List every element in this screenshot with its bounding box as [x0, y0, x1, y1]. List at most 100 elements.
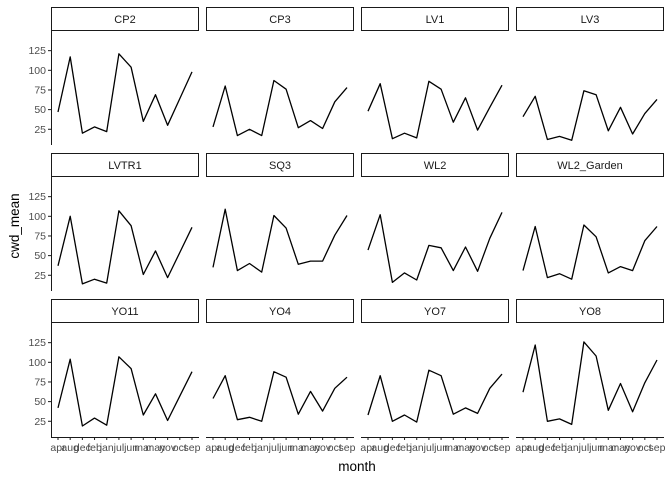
series-line	[522, 224, 658, 280]
y-tick-label: 125	[28, 337, 46, 349]
y-tick-label: 75	[34, 230, 46, 242]
facet-panel: WL2_Garden	[516, 153, 664, 280]
facet-strip	[51, 299, 199, 323]
facet-strip-label: WL2	[424, 160, 447, 172]
x-tick-label: jan	[564, 442, 579, 454]
y-tick-label: 100	[28, 65, 46, 77]
x-tick-label: dec	[74, 442, 91, 454]
x-tick-label: nov	[469, 442, 487, 454]
x-tick-label: aug	[371, 442, 389, 454]
x-tick-label: sep	[494, 442, 511, 454]
series-line	[522, 90, 658, 141]
facet-panel: WL2	[361, 153, 509, 284]
facet-strip	[361, 153, 509, 177]
x-tick-label: apr	[205, 442, 221, 454]
x-tick-label: apr	[50, 442, 66, 454]
facet-strip-label: YO8	[579, 306, 601, 318]
x-tick-label: jun	[433, 442, 448, 454]
y-tick-label: 25	[34, 270, 46, 282]
facet-strip-label: LV1	[426, 14, 445, 26]
y-tick-label: 100	[28, 357, 46, 369]
x-tick-label: jul	[578, 442, 590, 454]
x-tick-label: jun	[123, 442, 138, 454]
facet-panel: CP2 25 50 75 100 125	[28, 7, 199, 145]
x-tick-label: dec	[384, 442, 401, 454]
x-tick-label: mar	[599, 442, 618, 454]
x-axis-title: month	[338, 459, 376, 474]
facet-strip-label: LV3	[581, 14, 600, 26]
x-tick-label: may	[611, 442, 632, 454]
facet-strip-label: CP3	[269, 14, 290, 26]
x-tick-label: feb	[242, 442, 257, 454]
series-line	[212, 79, 348, 137]
facet-strip-label: SQ3	[269, 160, 291, 172]
facet-strip-label: WL2_Garden	[557, 160, 622, 172]
x-tick-label: mar	[444, 442, 463, 454]
series-line	[522, 341, 658, 426]
series-line	[57, 210, 193, 285]
x-tick-label: nov	[314, 442, 332, 454]
y-tick-label: 25	[34, 124, 46, 136]
y-tick-label: 100	[28, 211, 46, 223]
y-axis-title: cwd_mean	[7, 193, 22, 258]
facet-strip	[516, 7, 664, 31]
x-tick-label: may	[456, 442, 477, 454]
y-tick-label: 50	[34, 396, 46, 408]
x-tick-label: apr	[515, 442, 531, 454]
series-line	[57, 53, 193, 134]
series-line	[57, 356, 193, 427]
y-tick-label: 125	[28, 191, 46, 203]
series-line	[367, 212, 503, 284]
x-tick-label: dec	[539, 442, 556, 454]
y-tick-label: 75	[34, 84, 46, 96]
x-tick-label: sep	[339, 442, 356, 454]
x-tick-label: mar	[289, 442, 308, 454]
facet-panel: LVTR1 25 50 75 100 125	[28, 153, 199, 291]
facet-strip-label: LVTR1	[108, 160, 141, 172]
facet-panel: LV3	[516, 7, 664, 141]
facet-panel: SQ3	[206, 153, 354, 273]
series-line	[212, 371, 348, 422]
x-tick-label: oct	[173, 442, 187, 454]
x-tick-label: nov	[159, 442, 177, 454]
x-tick-label: nov	[624, 442, 642, 454]
x-tick-label: sep	[649, 442, 666, 454]
series-line	[367, 80, 503, 140]
y-tick-label: 75	[34, 376, 46, 388]
facet-strip-label: CP2	[114, 14, 135, 26]
x-tick-label: may	[146, 442, 167, 454]
y-tick-label: 50	[34, 250, 46, 262]
y-tick-label: 25	[34, 416, 46, 428]
y-tick-label: 50	[34, 104, 46, 116]
x-tick-label: jun	[278, 442, 293, 454]
x-tick-label: jul	[423, 442, 435, 454]
panels-layer: CP2 25 50 75 100 125 CP3 LV1 LV3 LVTR1 25 50 75 100 12…	[28, 7, 666, 454]
facet-strip	[206, 153, 354, 177]
facet-panel: LV1	[361, 7, 509, 140]
x-tick-label: dec	[229, 442, 246, 454]
x-tick-label: feb	[87, 442, 102, 454]
x-tick-label: oct	[328, 442, 342, 454]
x-tick-label: jan	[99, 442, 114, 454]
x-tick-label: sep	[184, 442, 201, 454]
x-tick-label: jul	[268, 442, 280, 454]
facet-strip-label: YO4	[269, 306, 291, 318]
y-tick-label: 125	[28, 45, 46, 57]
x-tick-label: jun	[588, 442, 603, 454]
x-tick-label: feb	[397, 442, 412, 454]
x-tick-label: aug	[216, 442, 234, 454]
facet-strip-label: YO7	[424, 306, 446, 318]
facet-strip	[51, 7, 199, 31]
x-tick-label: oct	[638, 442, 652, 454]
x-tick-label: jan	[409, 442, 424, 454]
series-line	[212, 208, 348, 273]
facet-strip	[206, 7, 354, 31]
x-tick-label: mar	[134, 442, 153, 454]
x-tick-label: oct	[483, 442, 497, 454]
facet-strip	[516, 299, 664, 323]
